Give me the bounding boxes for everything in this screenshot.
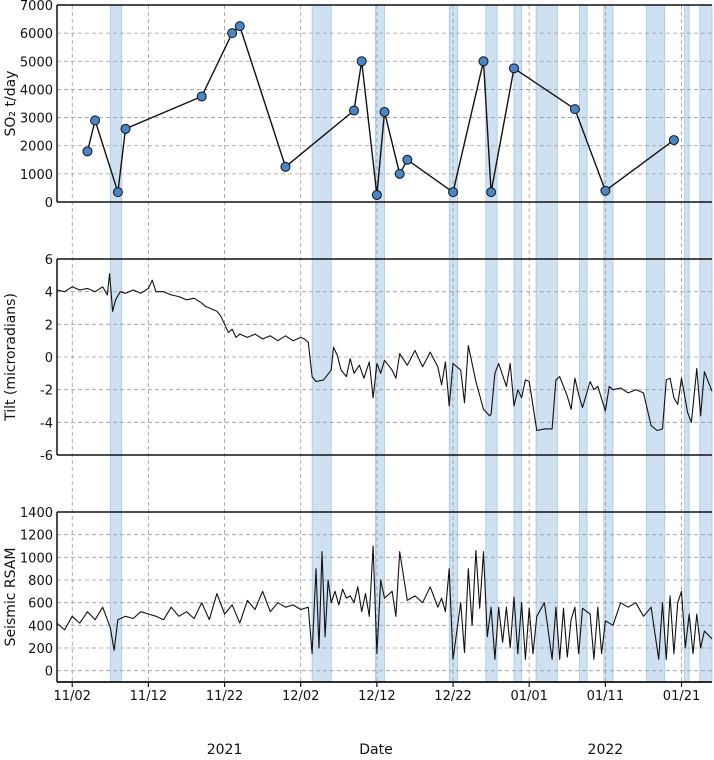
- so2-point-0: [82, 146, 93, 157]
- year-label-0: 2021: [207, 742, 243, 758]
- panel-1-y-axis-label: Tilt (microradians): [3, 293, 19, 422]
- shaded-period-7: [579, 4, 588, 683]
- panel-2-y-tick-label-2: 400: [28, 619, 53, 634]
- shaded-period-10: [684, 4, 690, 683]
- x-tick-label-1: 11/12: [130, 689, 167, 704]
- panel-0-y-tick-label-3: 3000: [20, 112, 53, 127]
- panel-2-y-tick-label-5: 1000: [20, 551, 53, 566]
- panel-frames: [56, 4, 712, 687]
- so2-point-5: [227, 28, 238, 39]
- panel-0-y-tick-label-4: 4000: [20, 83, 53, 98]
- panel-2-y-tick-label-7: 1400: [20, 506, 53, 521]
- panel-2-series-line-0: [56, 545, 713, 660]
- panel-2-y-tick-label-0: 0: [45, 665, 53, 680]
- panel-1-series-line-0: [56, 273, 713, 432]
- so2-point-3: [120, 123, 131, 134]
- so2-point-13: [402, 154, 413, 165]
- so2-point-14: [448, 187, 459, 198]
- year-label-1: 2022: [588, 742, 624, 758]
- shaded-period-6: [535, 4, 558, 683]
- x-tick-label-7: 01/11: [587, 689, 624, 704]
- shaded-periods: [109, 4, 713, 683]
- x-tick-label-4: 12/12: [358, 689, 395, 704]
- panel-2-y-tick-label-3: 600: [28, 597, 53, 612]
- so2-point-18: [569, 104, 580, 115]
- shaded-period-4: [485, 4, 498, 683]
- panel-2-y-tick-label-4: 800: [28, 574, 53, 589]
- panel-1-y-tick-label-5: 4: [45, 286, 53, 301]
- shaded-period-9: [646, 4, 666, 683]
- so2-point-8: [349, 105, 360, 116]
- data-series: [56, 21, 713, 660]
- panel-2-y-axis-label: Seismic RSAM: [3, 548, 19, 647]
- x-tick-label-8: 01/21: [663, 689, 700, 704]
- panel-1-y-tick-label-6: 6: [45, 253, 53, 268]
- so2-point-19: [600, 185, 611, 196]
- panel-0-y-tick-label-0: 0: [45, 196, 53, 211]
- so2-point-10: [371, 189, 382, 200]
- panel-0-y-axis-label: SO₂ t/day: [3, 71, 19, 137]
- x-tick-label-3: 12/02: [282, 689, 319, 704]
- so2-point-17: [508, 63, 519, 74]
- shaded-period-0: [109, 4, 123, 683]
- x-tick-label-5: 12/22: [434, 689, 471, 704]
- panel-2-y-tick-label-1: 200: [28, 642, 53, 657]
- panel-1-y-tick-label-1: -4: [40, 416, 53, 431]
- so2-point-20: [668, 135, 679, 146]
- shaded-period-5: [513, 4, 522, 683]
- panel-1-y-tick-label-3: 0: [45, 351, 53, 366]
- x-axis-label: Date: [359, 742, 392, 758]
- so2-point-9: [356, 56, 367, 67]
- so2-point-12: [394, 168, 405, 179]
- panel-1-y-tick-label-0: -6: [40, 449, 53, 464]
- panel-0-y-tick-label-7: 7000: [20, 0, 53, 14]
- so2-point-16: [486, 187, 497, 198]
- x-tick-label-2: 11/22: [206, 689, 243, 704]
- so2-point-15: [478, 56, 489, 67]
- panel-2-y-tick-label-6: 1200: [20, 529, 53, 544]
- so2-point-2: [112, 187, 123, 198]
- so2-point-7: [280, 161, 291, 172]
- so2-point-11: [379, 106, 390, 117]
- panel-0-y-tick-label-1: 1000: [20, 168, 53, 183]
- shaded-period-11: [699, 4, 713, 683]
- gridlines: [57, 5, 712, 682]
- x-tick-label-6: 01/01: [510, 689, 547, 704]
- so2-point-6: [234, 21, 245, 32]
- panel-1-y-tick-label-4: 2: [45, 318, 53, 333]
- panel-1-y-tick-label-2: -2: [40, 384, 53, 399]
- panel-0-y-tick-label-2: 2000: [20, 140, 53, 155]
- panel-0-y-tick-label-6: 6000: [20, 27, 53, 42]
- x-tick-label-0: 11/02: [53, 689, 90, 704]
- so2-point-1: [90, 115, 101, 126]
- panel-0-y-tick-label-5: 5000: [20, 55, 53, 70]
- so2-point-4: [196, 91, 207, 102]
